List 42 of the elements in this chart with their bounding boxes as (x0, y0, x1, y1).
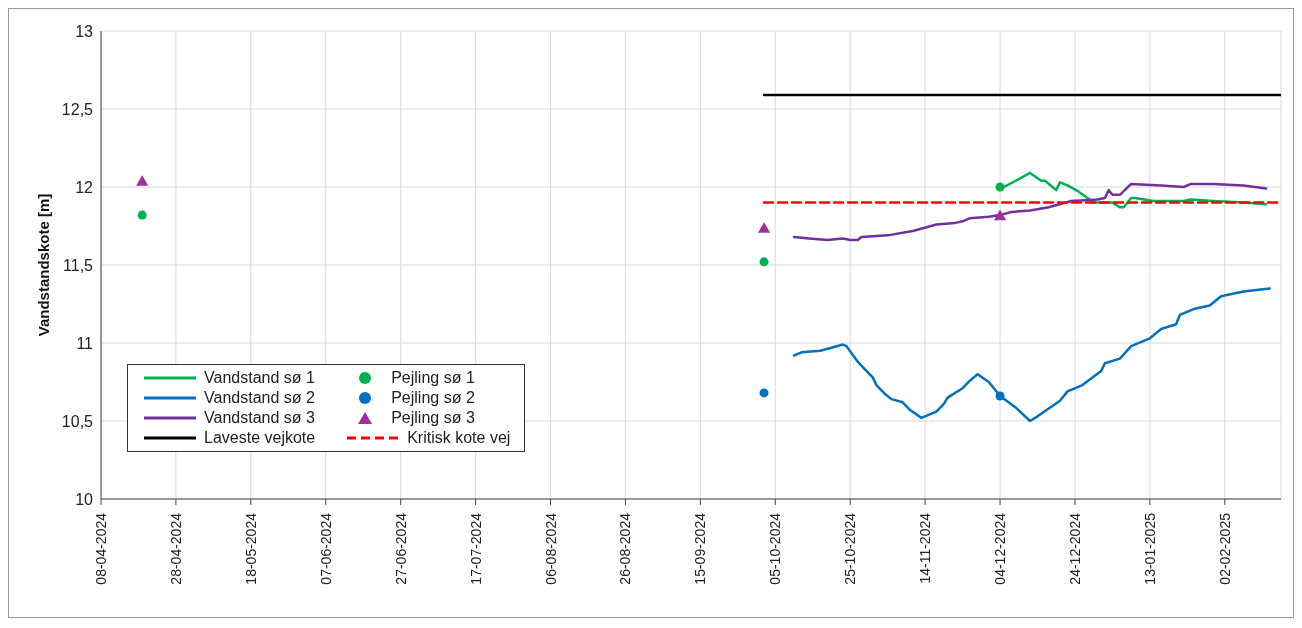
y-tick-label: 11,5 (63, 256, 94, 274)
legend-label: Pejling sø 3 (391, 409, 475, 427)
y-tick-label: 12 (75, 178, 94, 196)
x-tick-label: 14-11-2024 (917, 512, 934, 584)
x-tick-label: 18-05-2024 (242, 512, 259, 585)
y-tick-label: 10 (75, 490, 94, 508)
point (993, 209, 1007, 221)
legend-label: Kritisk kote vej (407, 429, 511, 447)
line-series (792, 287, 1272, 423)
y-tick-label: 12,5 (61, 100, 94, 118)
x-tick-label: 17-07-2024 (467, 512, 484, 585)
x-tick-label: 24-12-2024 (1066, 512, 1083, 585)
point (757, 222, 771, 233)
y-tick-label: 13 (75, 22, 94, 40)
y-tick-label: 11 (76, 334, 94, 352)
point (136, 175, 149, 186)
x-tick-label: 02-02-2025 (1216, 512, 1233, 585)
point (759, 257, 769, 267)
point (995, 391, 1005, 401)
y-axis-title: Vandstandskote [m] (35, 193, 53, 337)
point (995, 182, 1005, 192)
x-tick-label: 25-10-2024 (842, 512, 859, 585)
point (759, 388, 769, 398)
x-tick-label: 05-10-2024 (767, 512, 784, 585)
x-tick-label: 27-06-2024 (392, 512, 409, 585)
x-tick-label: 04-12-2024 (992, 512, 1009, 585)
legend-label: Pejling sø 1 (391, 369, 475, 387)
legend-label: Vandstand sø 3 (204, 409, 315, 427)
x-tick-label: 07-06-2024 (317, 512, 334, 585)
legend-label: Vandstand sø 2 (204, 389, 315, 407)
x-tick-label: 08-04-2024 (93, 512, 109, 585)
x-tick-label: 13-01-2025 (1141, 512, 1158, 585)
x-tick-label: 28-04-2024 (167, 512, 184, 585)
x-tick-label: 26-08-2024 (617, 512, 634, 585)
x-tick-label: 06-08-2024 (542, 512, 559, 585)
y-tick-label: 10,5 (61, 412, 94, 430)
x-tick-label: 15-09-2024 (692, 512, 709, 585)
legend-label: Laveste vejkote (204, 429, 316, 447)
legend-label: Vandstand sø 1 (204, 369, 315, 387)
line-series (792, 182, 1268, 242)
point (137, 210, 147, 220)
legend-label: Pejling sø 2 (391, 389, 475, 407)
